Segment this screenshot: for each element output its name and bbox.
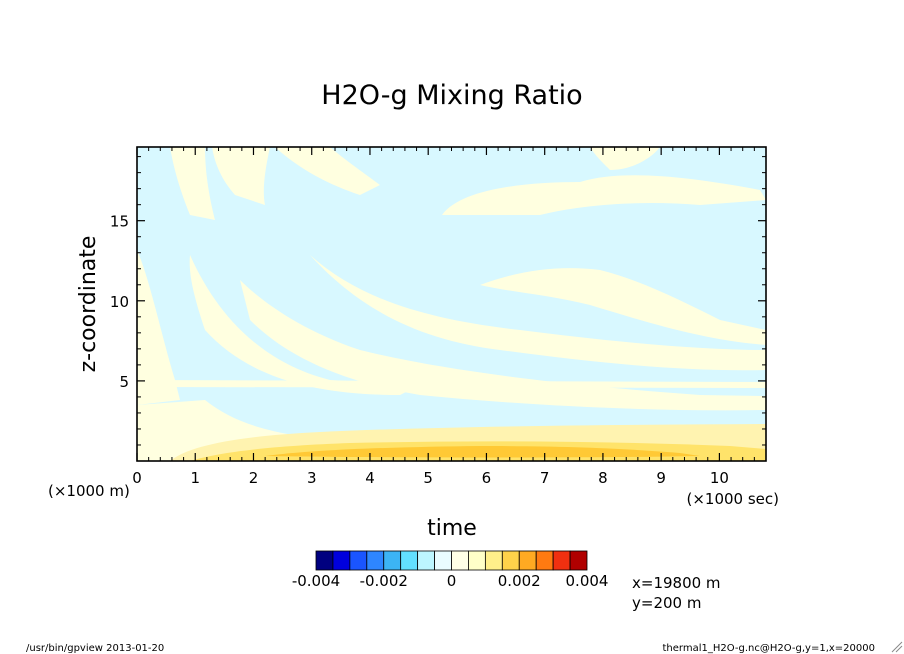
- x-tick-label: 9: [656, 469, 666, 487]
- y-axis-ticks: 5 10 15: [110, 156, 766, 446]
- footer-left: /usr/bin/gpview 2013-01-20: [26, 643, 164, 654]
- slice-info-y: y=200 m: [632, 594, 701, 612]
- x-tick-label: 8: [598, 469, 608, 487]
- colorbar-swatch: [434, 550, 452, 571]
- colorbar-tick-label: 0.002: [498, 572, 541, 590]
- colorbar-swatch: [518, 550, 537, 571]
- region-right-mid: [480, 268, 766, 345]
- x-tick-label: 1: [190, 469, 200, 487]
- footer-right: thermal1_H2O-g.nc@H2O-g,y=1,x=20000: [663, 643, 875, 654]
- region-horizontal-band: [137, 380, 766, 388]
- region-diagonal-3: [310, 255, 766, 371]
- colorbar-swatch: [366, 550, 385, 571]
- positive-band-3: [265, 446, 700, 458]
- region-diagonal-2: [240, 280, 766, 411]
- colorbar-tick-label: 0.004: [566, 572, 609, 590]
- region-top-left-2: [212, 147, 270, 205]
- colorbar-swatch: [468, 550, 486, 571]
- x-tick-label: 4: [365, 469, 375, 487]
- colorbar-tick-labels: -0.004 -0.002 0 0.002 0.004: [292, 572, 609, 590]
- colorbar-tick-label: 0: [447, 572, 457, 590]
- colorbar-swatch: [535, 550, 554, 571]
- y-tick-label: 10: [110, 293, 129, 311]
- colorbar-swatch: [349, 550, 368, 571]
- x-tick-label: 0: [132, 469, 142, 487]
- region-top-left-1: [170, 147, 215, 220]
- region-top-right-2: [590, 147, 660, 170]
- colorbar-tick-label: -0.002: [360, 572, 408, 590]
- y-tick-label: 5: [119, 373, 129, 391]
- colorbar-swatch: [383, 550, 402, 571]
- colorbar-swatch: [569, 550, 588, 571]
- y-unit-label: (×1000 m): [48, 482, 130, 500]
- colorbar-swatch: [417, 550, 435, 571]
- colorbar-swatch: [400, 550, 419, 571]
- x-axis-title: time: [427, 516, 477, 541]
- resize-grip-icon[interactable]: [891, 641, 903, 653]
- colorbar: [315, 550, 588, 571]
- colorbar-swatch: [315, 550, 334, 571]
- colorbar-swatch: [484, 550, 503, 571]
- x-tick-label: 7: [540, 469, 550, 487]
- mixing-ratio-field: [137, 147, 766, 461]
- region-top-mid: [275, 147, 380, 195]
- x-axis-ticks: 0 1 2 3 4 5 6 7 8 9 10: [132, 147, 767, 487]
- x-tick-label: 2: [249, 469, 259, 487]
- x-tick-label: 5: [423, 469, 433, 487]
- colorbar-tick-label: -0.004: [292, 572, 340, 590]
- colorbar-swatch: [552, 550, 571, 571]
- slice-info-x: x=19800 m: [632, 574, 721, 592]
- x-tick-label: 3: [307, 469, 317, 487]
- colorbar-swatch: [451, 550, 469, 571]
- x-unit-label: (×1000 sec): [686, 490, 779, 508]
- chart-title: H2O-g Mixing Ratio: [321, 80, 582, 111]
- region-diagonal-1: [189, 255, 420, 395]
- y-tick-label: 15: [110, 213, 129, 231]
- colorbar-swatch: [332, 550, 351, 571]
- region-top-right-1: [442, 175, 766, 215]
- colorbar-swatch: [501, 550, 520, 571]
- x-tick-label: 6: [482, 469, 492, 487]
- x-tick-label: 10: [710, 469, 729, 487]
- y-axis-title: z-coordinate: [76, 236, 101, 373]
- region-left-column: [137, 250, 180, 405]
